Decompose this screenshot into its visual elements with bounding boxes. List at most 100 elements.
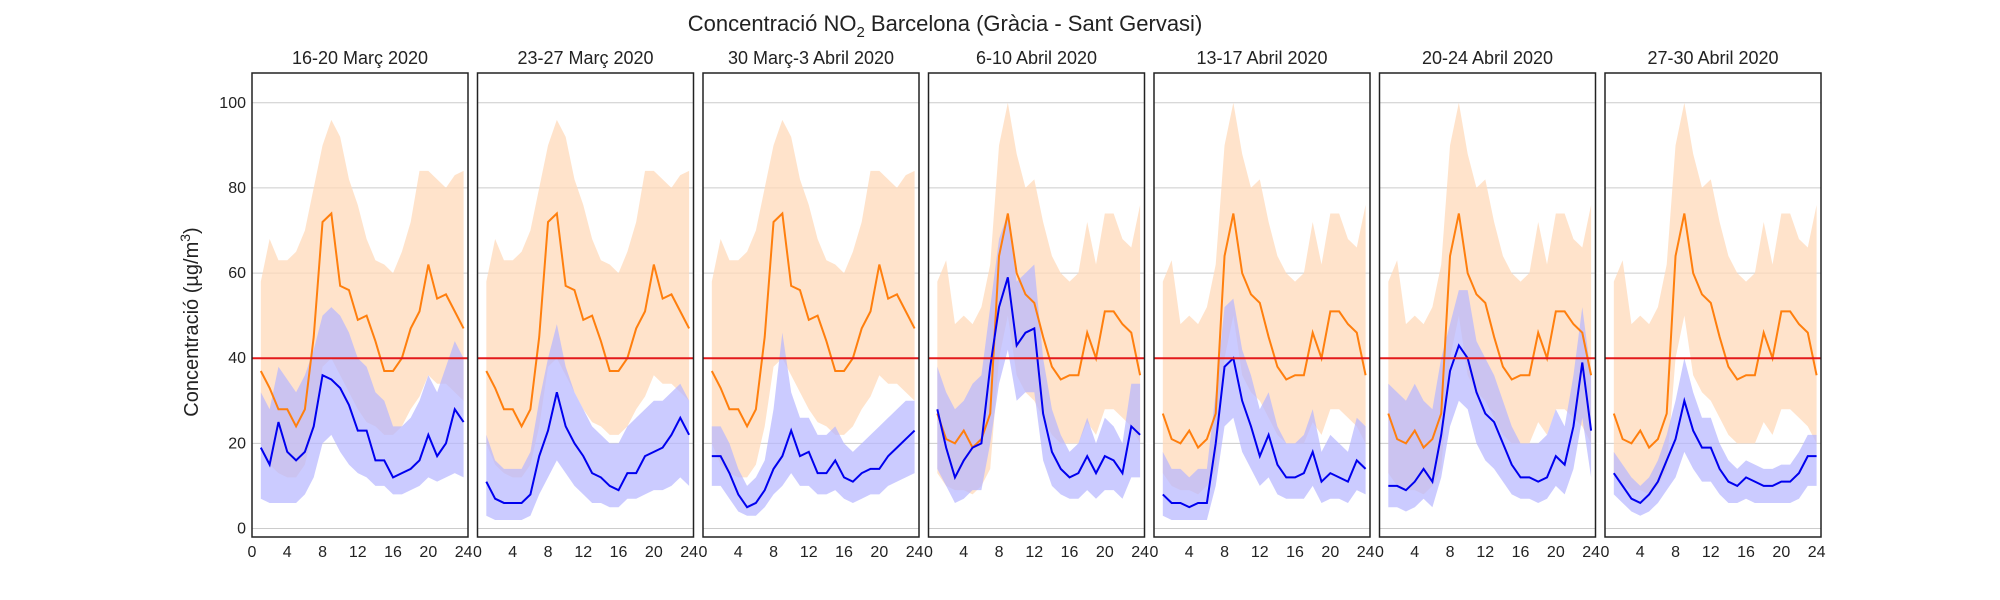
panel-title: 20-24 Abril 2020 xyxy=(1422,48,1553,68)
baseline-line xyxy=(936,213,1142,450)
x-tick-label: 20 xyxy=(419,544,437,561)
x-tick-label: 20 xyxy=(1772,544,1790,561)
x-tick-label: 4 xyxy=(508,544,517,561)
x-tick-label: 0 xyxy=(473,544,482,561)
x-tick-label: 24 xyxy=(1808,544,1826,561)
baseline-line xyxy=(259,211,465,429)
x-tick-label: 4 xyxy=(734,544,743,561)
x-tick-label: 16 xyxy=(1512,544,1530,561)
panel-1: 16-20 Març 2020 0 4 8 12 16 20 24 0 20 40 60 80 100 xyxy=(219,48,472,561)
panel-title: 6-10 Abril 2020 xyxy=(976,48,1097,68)
panel-title: 13-17 Abril 2020 xyxy=(1196,48,1327,68)
x-tick-label: 12 xyxy=(1025,544,1043,561)
y-tick-label: 100 xyxy=(219,95,246,112)
current-line xyxy=(1612,396,1817,505)
x-tick-label: 0 xyxy=(699,544,708,561)
figure-title: Concentració NO2 Barcelona (Gràcia - San… xyxy=(688,11,1203,41)
x-tick-label: 8 xyxy=(995,544,1004,561)
panel-4: 6-10 Abril 2020 0 4 8 12 16 20 24 xyxy=(924,48,1149,561)
panel-2: 23-27 Març 2020 0 4 8 12 16 20 24 xyxy=(473,48,698,561)
x-tick-label: 24 xyxy=(1131,544,1149,561)
y-axis-label: Concentració (µg/m3) xyxy=(177,227,203,416)
x-tick-label: 8 xyxy=(769,544,778,561)
y-tick-label: 40 xyxy=(228,350,246,367)
baseline-line xyxy=(710,211,916,429)
x-tick-label: 8 xyxy=(1671,544,1680,561)
x-tick-label: 8 xyxy=(318,544,327,561)
y-tick-label: 80 xyxy=(228,180,246,197)
x-tick-label: 12 xyxy=(1476,544,1494,561)
current-line xyxy=(1388,343,1593,492)
x-tick-label: 4 xyxy=(1185,544,1194,561)
panel-frame xyxy=(476,72,695,538)
current-line xyxy=(259,373,465,479)
x-tick-label: 20 xyxy=(1547,544,1565,561)
panel-title: 27-30 Abril 2020 xyxy=(1647,48,1778,68)
x-tick-label: 20 xyxy=(1321,544,1339,561)
current-line xyxy=(936,277,1141,481)
x-tick-label: 4 xyxy=(283,544,292,561)
baseline-line xyxy=(1161,213,1367,450)
current-line xyxy=(485,392,690,504)
baseline-band xyxy=(1162,102,1366,495)
panel-title: 30 Març-3 Abril 2020 xyxy=(728,48,894,68)
y-tick-label: 0 xyxy=(237,520,246,537)
current-band xyxy=(711,332,915,516)
panel-6: 20-24 Abril 2020 0 4 8 12 16 20 24 xyxy=(1375,48,1600,561)
x-tick-label: 0 xyxy=(1375,544,1384,561)
x-tick-label: 8 xyxy=(1446,544,1455,561)
panel-3: 30 Març-3 Abril 2020 0 4 8 12 16 20 24 xyxy=(699,48,924,561)
x-tick-label: 0 xyxy=(1601,544,1610,561)
x-tick-label: 16 xyxy=(835,544,853,561)
current-line xyxy=(1162,356,1367,509)
x-tick-label: 0 xyxy=(924,544,933,561)
x-tick-label: 16 xyxy=(1061,544,1079,561)
x-tick-label: 4 xyxy=(959,544,968,561)
y-tick-label: 20 xyxy=(228,435,246,452)
x-tick-label: 24 xyxy=(680,544,698,561)
x-tick-label: 12 xyxy=(1251,544,1269,561)
x-tick-label: 16 xyxy=(384,544,402,561)
x-tick-label: 12 xyxy=(574,544,592,561)
x-tick-label: 24 xyxy=(1357,544,1375,561)
panel-frame xyxy=(1604,72,1822,538)
x-tick-label: 16 xyxy=(1737,544,1755,561)
x-tick-label: 0 xyxy=(1150,544,1159,561)
y-tick-label: 60 xyxy=(228,265,246,282)
x-tick-label: 24 xyxy=(906,544,924,561)
panel-frame xyxy=(702,72,920,538)
x-tick-label: 8 xyxy=(1220,544,1229,561)
x-tick-label: 4 xyxy=(1410,544,1419,561)
baseline-line xyxy=(1612,213,1818,450)
x-tick-label: 4 xyxy=(1636,544,1645,561)
baseline-band xyxy=(711,119,915,478)
x-tick-label: 12 xyxy=(800,544,818,561)
x-tick-label: 24 xyxy=(1582,544,1600,561)
x-tick-label: 20 xyxy=(1096,544,1114,561)
x-tick-label: 20 xyxy=(645,544,663,561)
x-tick-label: 16 xyxy=(1286,544,1304,561)
panel-5: 13-17 Abril 2020 0 4 8 12 16 20 24 xyxy=(1150,48,1375,561)
panel-title: 23-27 Març 2020 xyxy=(517,48,653,68)
panel-frame xyxy=(251,72,469,538)
x-tick-label: 20 xyxy=(870,544,888,561)
baseline-line xyxy=(485,211,690,429)
baseline-band xyxy=(1613,102,1817,495)
panel-frame xyxy=(1153,72,1371,538)
current-band xyxy=(1388,290,1592,512)
baseline-band xyxy=(486,119,690,478)
current-band xyxy=(1613,358,1817,516)
x-tick-label: 0 xyxy=(248,544,257,561)
x-tick-label: 16 xyxy=(610,544,628,561)
panel-frame xyxy=(927,72,1146,538)
x-tick-label: 8 xyxy=(544,544,553,561)
x-tick-label: 12 xyxy=(349,544,367,561)
panel-7: 27-30 Abril 2020 0 4 8 12 16 20 24 xyxy=(1601,48,1826,561)
baseline-line xyxy=(1387,213,1593,450)
panel-title: 16-20 Març 2020 xyxy=(292,48,428,68)
current-band xyxy=(260,307,464,503)
panel-frame xyxy=(1378,72,1597,538)
x-tick-label: 24 xyxy=(455,544,473,561)
